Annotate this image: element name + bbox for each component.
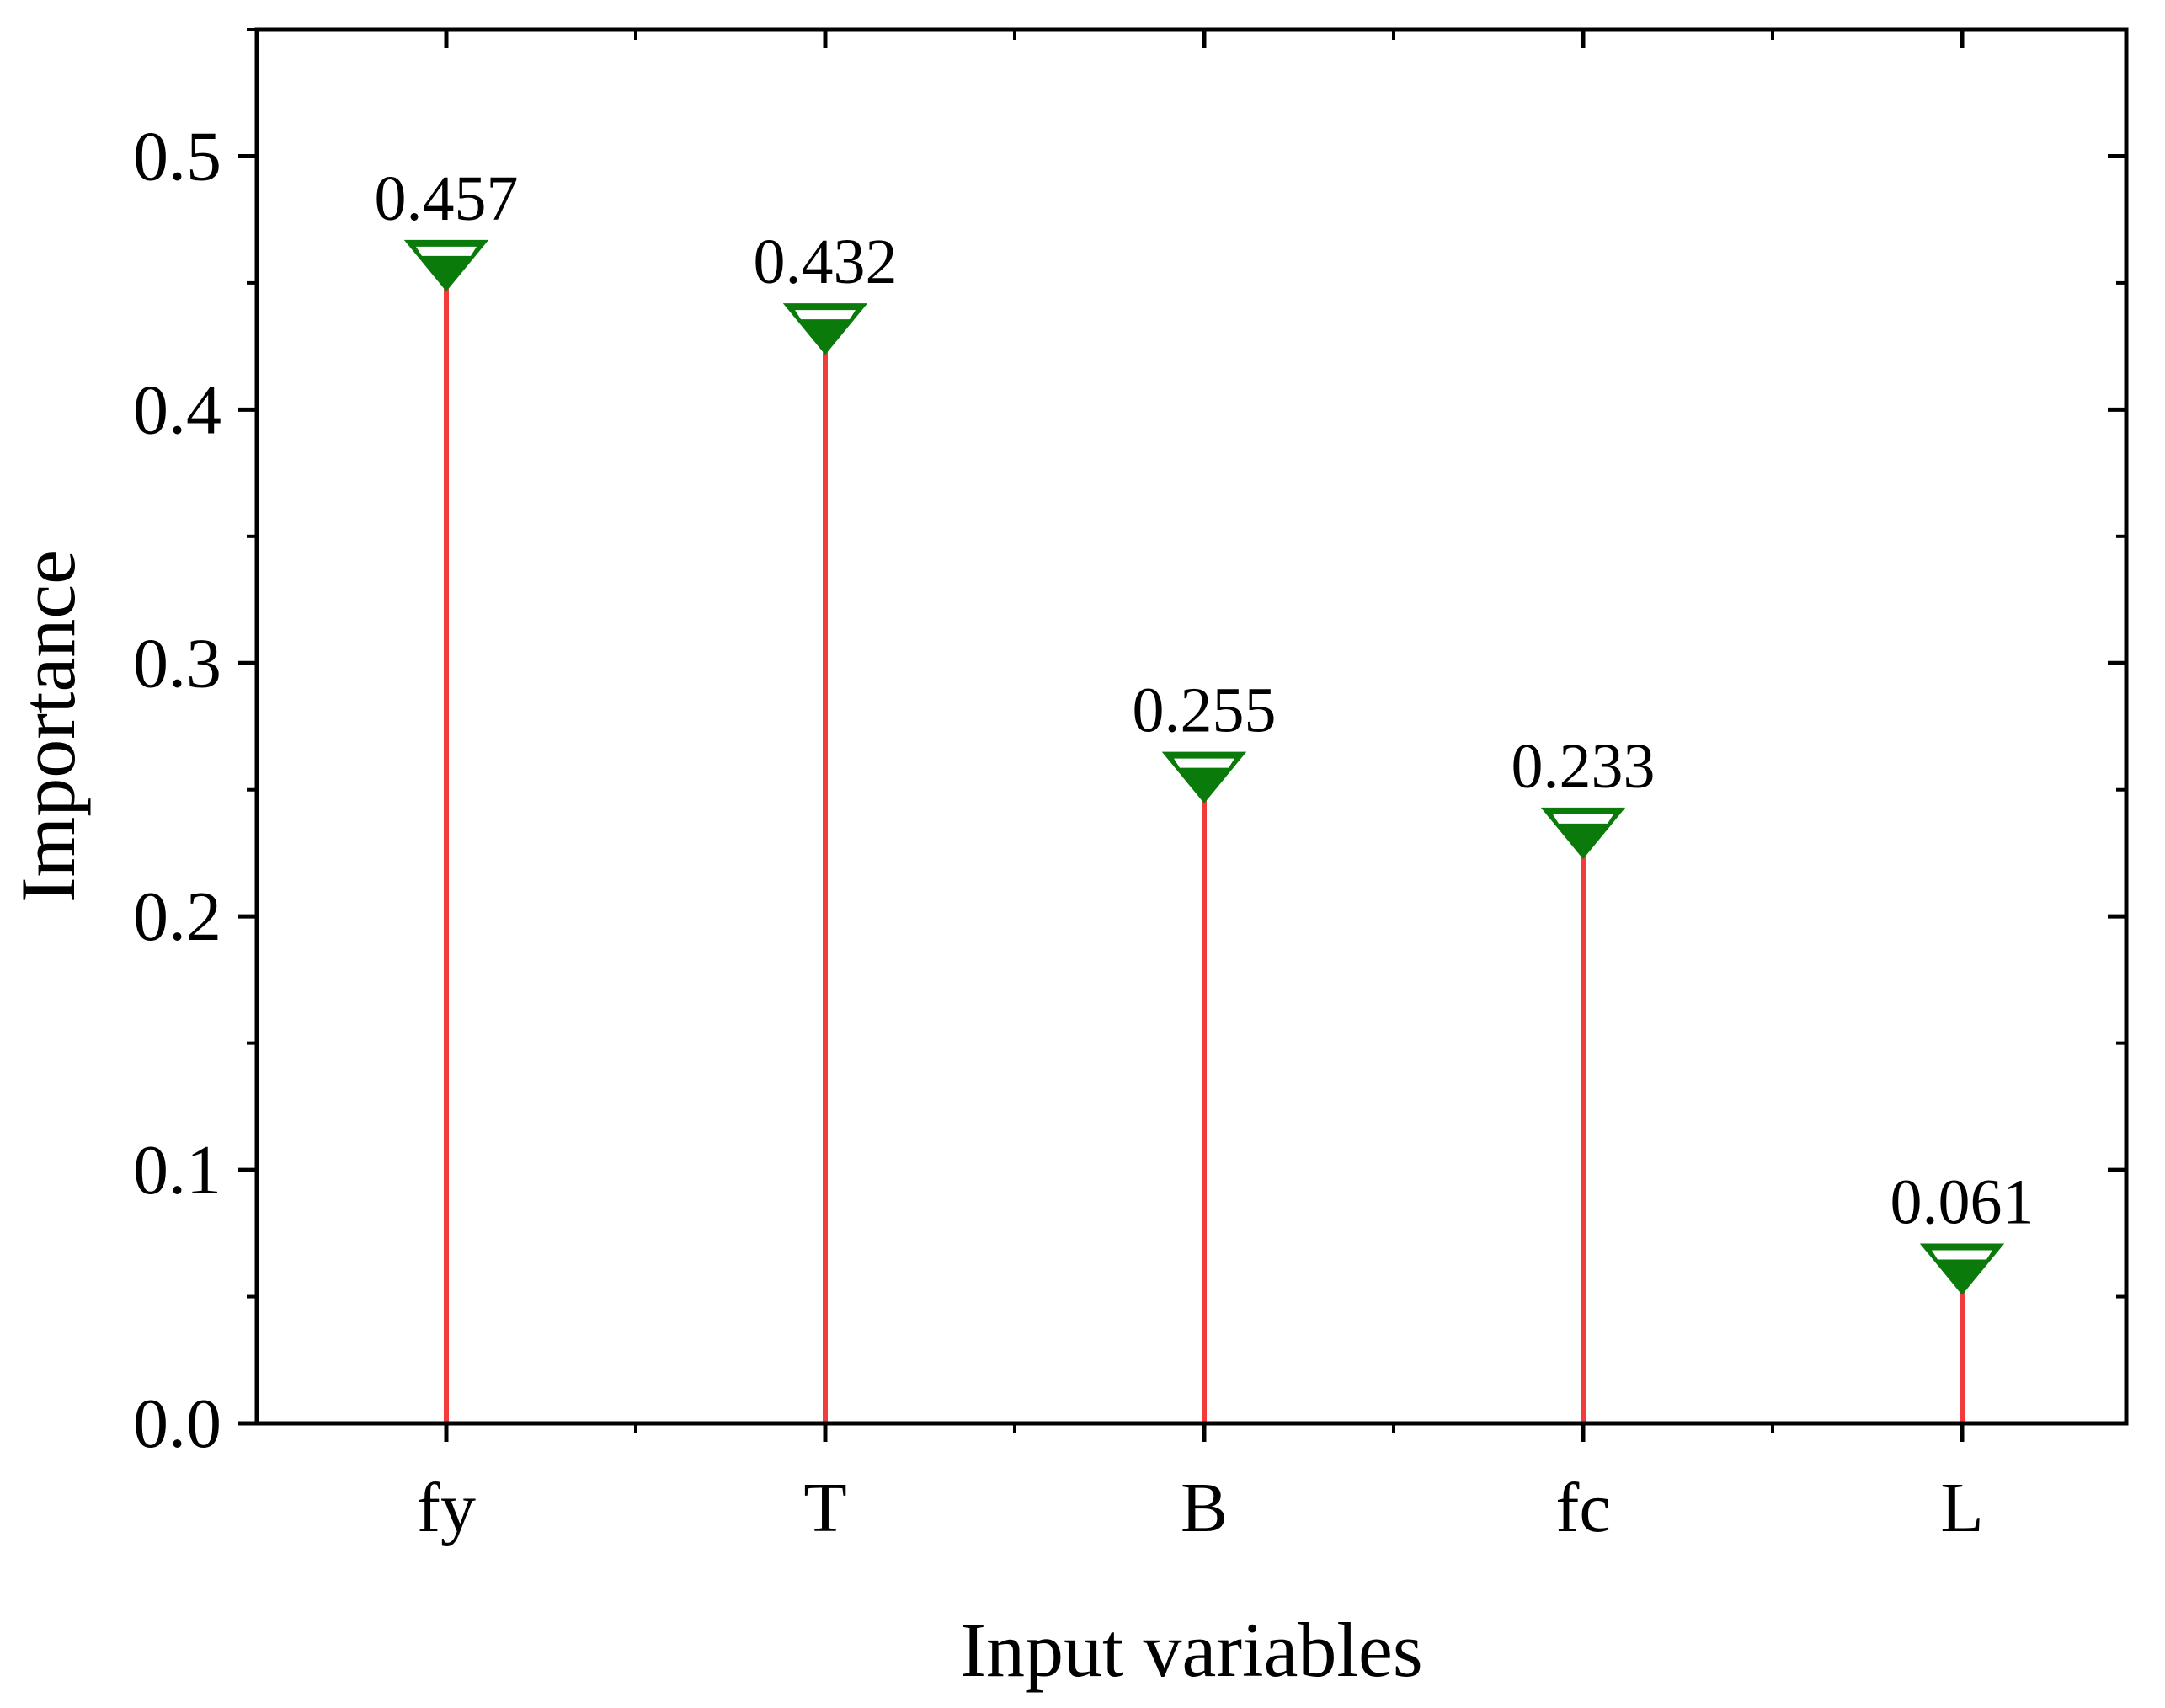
y-tick-label: 0.1 xyxy=(133,1131,221,1209)
marker-fc xyxy=(1540,807,1626,860)
y-tick-label: 0.5 xyxy=(133,117,221,195)
x-tick-label: L xyxy=(1940,1469,1983,1547)
x-tick-label: B xyxy=(1181,1469,1228,1547)
x-tick-label: fc xyxy=(1555,1469,1610,1547)
value-labels: 0.457 0.432 0.255 0.233 0.061 xyxy=(375,163,2034,1238)
value-label-T: 0.432 xyxy=(754,227,898,297)
y-tick-label: 0.4 xyxy=(133,371,221,449)
y-tick-label: 0.0 xyxy=(133,1385,221,1463)
x-tick-label: fy xyxy=(417,1469,476,1547)
x-tick-label: T xyxy=(803,1469,846,1547)
marker-B xyxy=(1161,751,1247,803)
stems xyxy=(444,264,1965,1423)
value-label-fy: 0.457 xyxy=(375,163,519,234)
marker-L xyxy=(1919,1243,2005,1295)
y-axis-title: Importance xyxy=(5,550,91,903)
plot-frame xyxy=(254,27,2129,1426)
value-label-B: 0.255 xyxy=(1133,675,1277,746)
x-axis-title: Input variables xyxy=(960,1607,1422,1693)
y-tick-label: 0.3 xyxy=(133,624,221,702)
markers xyxy=(403,239,2005,1295)
marker-fy xyxy=(403,239,489,291)
y-tick-label: 0.2 xyxy=(133,878,221,956)
value-label-L: 0.061 xyxy=(1890,1166,2034,1237)
marker-T xyxy=(782,303,868,355)
value-label-fc: 0.233 xyxy=(1512,731,1656,802)
